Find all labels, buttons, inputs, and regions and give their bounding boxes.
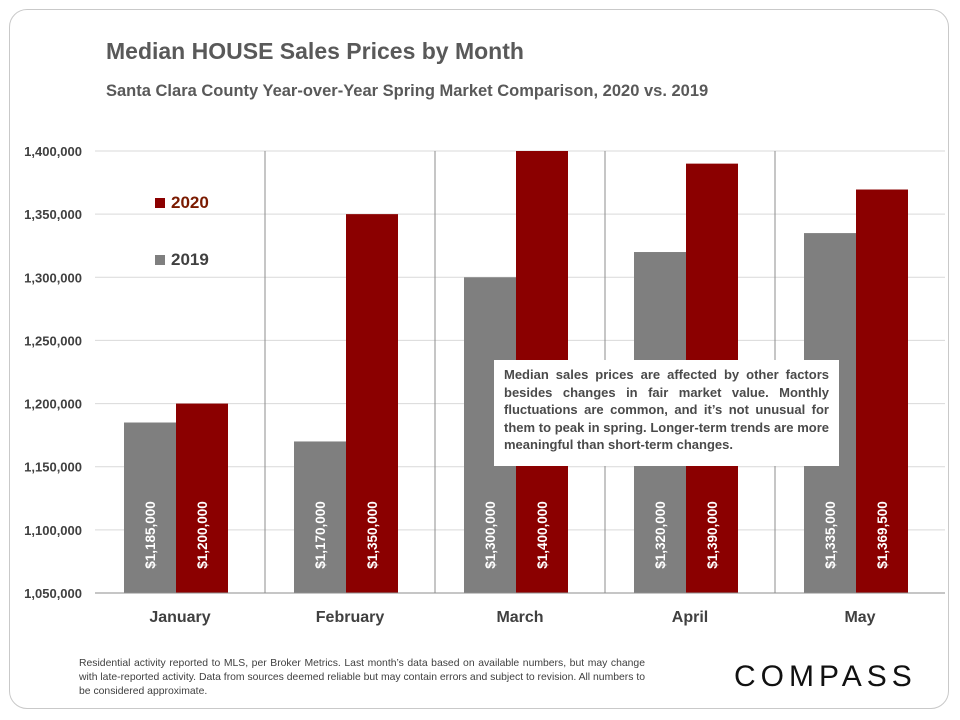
x-tick-label: January <box>149 609 210 626</box>
bar-2019 <box>294 441 346 593</box>
legend-item-2019: 2019 <box>155 250 209 270</box>
compass-logo: COMPASS <box>734 660 917 693</box>
data-label: $1,170,000 <box>313 501 328 569</box>
data-label: $1,400,000 <box>535 501 550 569</box>
x-tick-label: February <box>316 609 385 626</box>
y-tick-label: 1,300,000 <box>24 270 82 285</box>
data-label: $1,390,000 <box>705 501 720 569</box>
data-label: $1,320,000 <box>653 501 668 569</box>
chart-title: Median HOUSE Sales Prices by Month <box>106 38 524 64</box>
legend-item-2020: 2020 <box>155 193 209 213</box>
data-label: $1,300,000 <box>483 501 498 569</box>
footnote: Residential activity reported to MLS, pe… <box>79 658 645 697</box>
y-tick-label: 1,200,000 <box>24 397 82 412</box>
legend-swatch <box>155 198 165 208</box>
data-label: $1,185,000 <box>143 501 158 569</box>
bar-2020 <box>176 403 228 593</box>
bar-2020 <box>346 214 398 593</box>
y-tick-label: 1,350,000 <box>24 207 82 222</box>
y-tick-label: 1,250,000 <box>24 333 82 348</box>
bar-2020 <box>856 189 908 593</box>
data-label: $1,369,500 <box>875 501 890 569</box>
y-tick-label: 1,050,000 <box>24 586 82 601</box>
y-tick-label: 1,400,000 <box>24 144 82 159</box>
legend-swatch <box>155 255 165 265</box>
legend-label: 2020 <box>171 193 209 212</box>
data-label: $1,200,000 <box>195 501 210 569</box>
legend-label: 2019 <box>171 250 209 269</box>
bar-2019 <box>124 422 176 593</box>
y-tick-label: 1,150,000 <box>24 460 82 475</box>
y-tick-label: 1,100,000 <box>24 523 82 538</box>
data-label: $1,335,000 <box>823 501 838 569</box>
x-tick-label: April <box>672 609 708 626</box>
x-tick-label: March <box>496 609 543 626</box>
chart-subtitle: Santa Clara County Year-over-Year Spring… <box>106 82 709 100</box>
data-label: $1,350,000 <box>365 501 380 569</box>
x-tick-label: May <box>844 609 875 626</box>
annotation-box: Median sales prices are affected by othe… <box>494 360 839 466</box>
